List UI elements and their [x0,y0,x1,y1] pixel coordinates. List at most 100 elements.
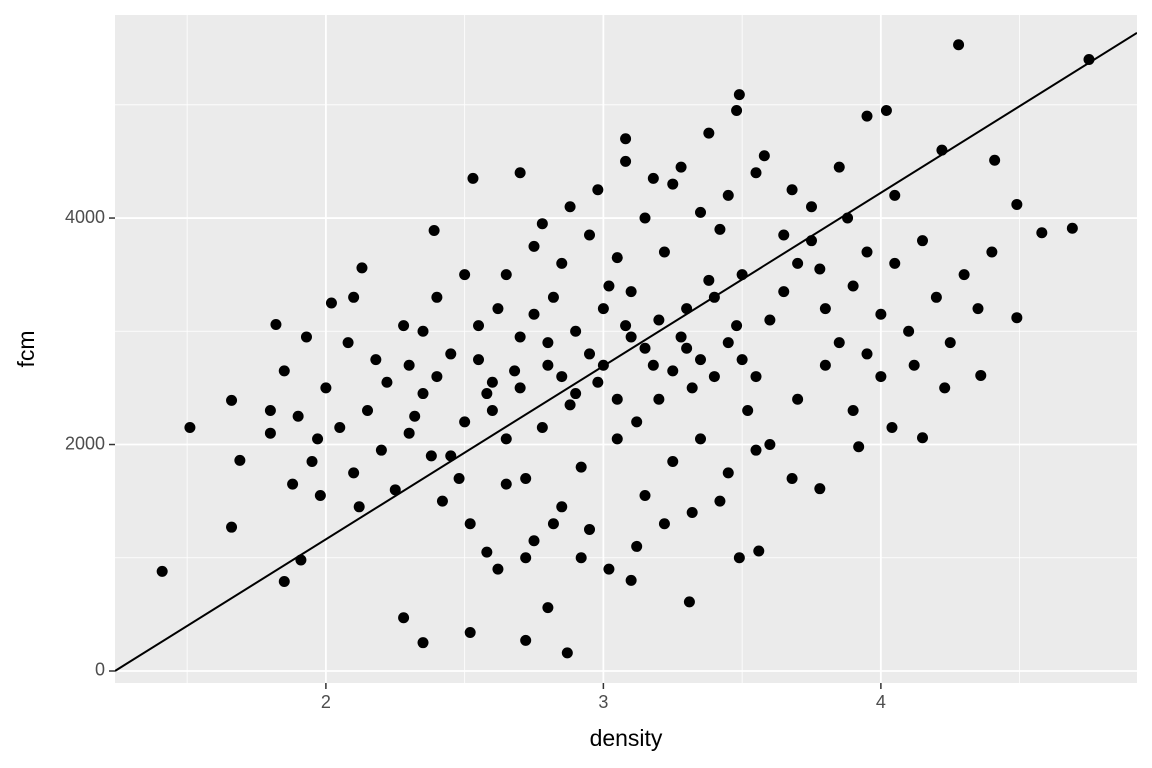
point [972,303,984,315]
point [722,337,734,349]
point [722,189,734,201]
point [958,269,970,281]
point [814,263,826,275]
point [417,388,429,400]
point [306,456,318,468]
point [703,274,715,286]
point [547,518,559,530]
point [500,269,512,281]
point [908,359,920,371]
point [403,427,415,439]
point [184,422,196,434]
point [714,495,726,507]
point [631,416,643,428]
point [514,331,526,343]
y-axis-title: fcm [13,330,39,367]
point [445,348,457,360]
point [520,552,532,564]
point [156,565,168,577]
point [467,172,479,184]
point [853,441,865,453]
point [647,172,659,184]
point [939,382,951,394]
point [764,439,776,451]
point [639,342,651,354]
point [459,269,471,281]
point [658,246,670,258]
point [944,337,956,349]
point [847,405,859,417]
point [520,472,532,484]
point [464,518,476,530]
point [536,218,548,230]
point [425,450,437,462]
point [234,454,246,466]
point [1066,222,1078,234]
point [514,167,526,179]
point [731,320,743,332]
point [312,433,324,445]
point [683,596,695,608]
point [453,472,465,484]
point [509,365,521,377]
point [300,331,312,343]
point [584,229,596,241]
point [742,405,754,417]
point [814,483,826,495]
point [409,410,421,422]
point [753,545,765,557]
point [880,104,892,116]
point [886,422,898,434]
point [325,297,337,309]
point [667,456,679,468]
point [778,286,790,298]
point [348,291,360,303]
point [667,178,679,190]
point [792,393,804,405]
point [353,501,365,513]
point [264,405,276,417]
point [603,563,615,575]
point [592,376,604,388]
point [695,206,707,218]
point [667,365,679,377]
point [1011,198,1023,210]
point [916,432,928,444]
point [861,110,873,122]
point [986,246,998,258]
point [731,104,743,116]
x-tick-label: 4 [876,692,886,712]
y-tick-label: 0 [95,660,105,680]
point [334,422,346,434]
point [459,416,471,428]
point [625,286,637,298]
point [398,320,410,332]
point [575,461,587,473]
point [348,467,360,479]
point [675,331,687,343]
point [708,371,720,383]
point [528,308,540,320]
point [514,382,526,394]
point [695,354,707,366]
point [750,167,762,179]
point [658,518,670,530]
point [930,291,942,303]
point [575,552,587,564]
point [875,308,887,320]
point [736,354,748,366]
point [556,257,568,269]
point [486,376,498,388]
point [584,523,596,535]
point [714,223,726,235]
point [417,325,429,337]
point [556,501,568,513]
point [861,246,873,258]
point [847,280,859,292]
point [542,602,554,614]
point [486,405,498,417]
point [481,388,493,400]
point [686,382,698,394]
point [778,229,790,241]
point [389,484,401,496]
